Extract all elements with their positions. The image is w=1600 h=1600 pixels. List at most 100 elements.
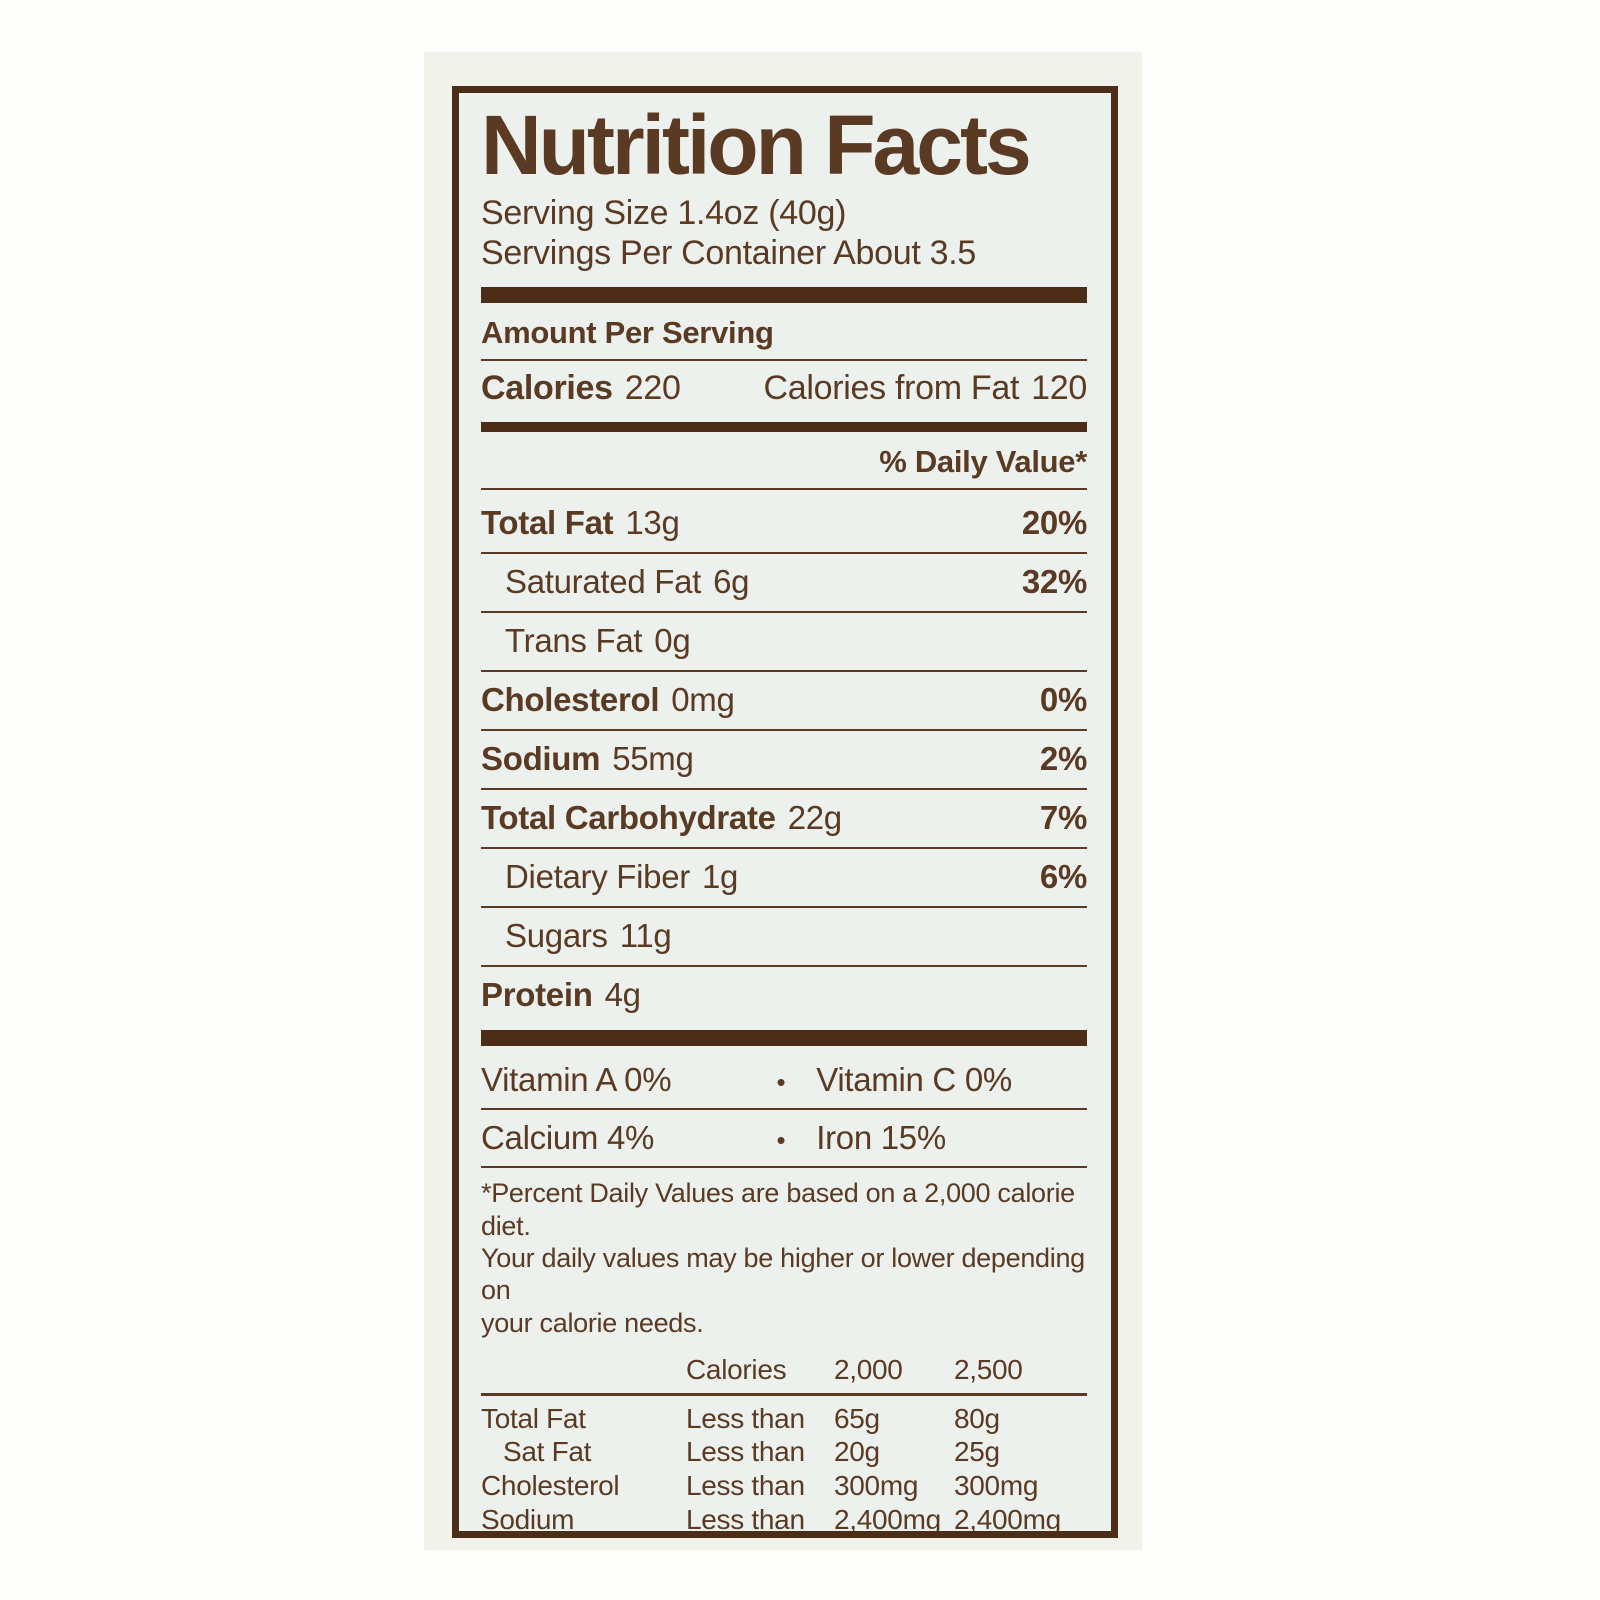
dv-row-2000: 2,400mg <box>834 1503 941 1535</box>
nutrient-name: Protein <box>481 976 593 1014</box>
servings-per-container: Servings Per Container About 3.5 <box>481 234 977 273</box>
dv-row-name: Total Carbohydrate <box>481 1536 686 1538</box>
vitamin-left: Vitamin A 0% <box>481 1061 672 1099</box>
nutrient-row: Saturated Fat 6g 32% <box>481 552 1087 611</box>
vitamin-row: Vitamin A 0% • Vitamin C 0% <box>481 1052 1087 1108</box>
nutrient-row: Dietary Fiber 1g 6% <box>481 847 1087 906</box>
calories-from-fat-label: Calories from Fat <box>763 369 1020 408</box>
nutrient-name: Dietary Fiber <box>505 858 690 896</box>
dv-row-name: Sodium <box>481 1503 575 1535</box>
nutrient-amount: 4g <box>604 976 641 1014</box>
nutrient-row: Trans Fat 0g <box>481 611 1087 670</box>
dv-row-2000: 300g <box>834 1536 954 1538</box>
serving-size: Serving Size 1.4oz (40g) <box>481 194 847 232</box>
dv-row-name: Sat Fat <box>503 1436 592 1468</box>
vitamin-right: Vitamin C 0% <box>816 1061 1012 1099</box>
nutrient-name: Sugars <box>505 917 608 955</box>
nutrient-amount: 13g <box>625 504 680 542</box>
table-header-calories: Calories <box>686 1354 787 1386</box>
nutrient-amount: 1g <box>701 858 739 896</box>
separator-bar-thick-top <box>481 287 1087 304</box>
nutrient-name: Total Carbohydrate <box>481 799 776 837</box>
daily-value-footnote: *Percent Daily Values are based on a 2,0… <box>481 1168 1087 1339</box>
nutrient-name: Saturated Fat <box>505 563 702 601</box>
dv-row-2500: 300mg <box>954 1469 1039 1501</box>
nutrient-amount: 0mg <box>671 681 735 719</box>
nutrient-name-amount: Total Carbohydrate 22g <box>481 799 842 837</box>
daily-values-table-header: Calories 2,000 2,500 <box>481 1353 1087 1396</box>
dv-row-name: Cholesterol <box>481 1469 620 1501</box>
nutrient-name-amount: Cholesterol 0mg <box>481 681 735 719</box>
dv-row-2500: 25g <box>954 1436 1000 1468</box>
daily-values-table-row: Total Carbohydrate 300g375g <box>481 1536 1087 1538</box>
dv-row-2000: 20g <box>834 1436 880 1468</box>
nutrient-name-amount: Protein 4g <box>481 976 641 1014</box>
table-header-2500: 2,500 <box>954 1354 1023 1386</box>
footnote-line: Your daily values may be higher or lower… <box>481 1243 1085 1306</box>
daily-values-table-row: Cholesterol Less than 300mg 300mg <box>481 1469 1087 1503</box>
nutrient-daily-value: 2% <box>1039 740 1087 778</box>
dv-row-condition: Less than <box>686 1503 805 1535</box>
nutrient-name-amount: Dietary Fiber 1g <box>481 858 738 896</box>
footnote-line: *Percent Daily Values are based on a 2,0… <box>481 1178 1075 1241</box>
amount-per-serving-heading: Amount Per Serving <box>481 309 1087 362</box>
calories-row: Calories 220 Calories from Fat 120 <box>481 361 1087 418</box>
nutrient-amount: 11g <box>619 917 672 955</box>
nutrient-name-amount: Total Fat 13g <box>481 504 680 542</box>
nutrient-name-amount: Trans Fat 0g <box>481 622 691 660</box>
serving-info: Serving Size 1.4oz (40g) Servings Per Co… <box>481 193 1087 273</box>
dv-row-condition: Less than <box>686 1436 805 1468</box>
calories: Calories 220 <box>481 369 681 408</box>
dv-row-2000: 300mg <box>834 1469 919 1501</box>
nutrient-name-amount: Saturated Fat 6g <box>481 563 749 601</box>
daily-values-table-row: Total Fat Less than 65g 80g <box>481 1402 1087 1436</box>
nutrient-daily-value: 0% <box>1039 681 1087 719</box>
vitamin-right: Iron 15% <box>816 1119 946 1157</box>
nutrient-name-amount: Sugars 11g <box>481 917 672 955</box>
dv-row-2500: 2,400mg <box>954 1503 1061 1535</box>
calories-label: Calories <box>481 369 613 408</box>
vitamin-left: Calcium 4% <box>481 1119 655 1157</box>
percent-daily-value-heading: % Daily Value* <box>481 436 1087 491</box>
nutrient-row: Sodium 55mg 2% <box>481 729 1087 788</box>
nutrient-row: Protein 4g <box>481 965 1087 1024</box>
nutrient-daily-value: 32% <box>1021 563 1087 601</box>
footnote-line: your calorie needs. <box>481 1307 704 1338</box>
nutrient-daily-value: 20% <box>1021 504 1087 542</box>
calories-value: 220 <box>624 369 681 408</box>
nutrient-amount: 0g <box>654 622 691 660</box>
dv-row-2000: 65g <box>834 1402 880 1434</box>
nutrient-row: Sugars 11g <box>481 906 1087 965</box>
nutrient-amount: 6g <box>713 563 750 601</box>
nutrition-facts-label: Nutrition Facts Serving Size 1.4oz (40g)… <box>452 86 1118 1538</box>
nutrient-row: Total Fat 13g 20% <box>481 495 1087 552</box>
separator-bar-medium <box>481 422 1087 433</box>
bullet-separator: • <box>776 1125 786 1156</box>
nutrient-name-amount: Sodium 55mg <box>481 740 694 778</box>
daily-values-table-row: Sat Fat Less than 20g 25g <box>481 1435 1087 1469</box>
nutrient-amount: 55mg <box>612 740 694 778</box>
nutrient-amount: 22g <box>787 799 842 837</box>
dv-row-condition: Less than <box>686 1402 805 1434</box>
daily-values-table: Calories 2,000 2,500 Total Fat Less than 6… <box>481 1353 1087 1538</box>
dv-row-2500: 375g <box>954 1536 1087 1538</box>
table-header-2000: 2,000 <box>834 1354 903 1386</box>
nutrient-rows: Total Fat 13g 20% Saturated Fat 6g 32% Trans F… <box>481 495 1087 1024</box>
vitamin-row: Calcium 4% • Iron 15% <box>481 1108 1087 1166</box>
nutrient-name: Total Fat <box>481 504 614 542</box>
dv-row-condition <box>686 1536 834 1538</box>
daily-values-table-row: Sodium Less than 2,400mg 2,400mg <box>481 1503 1087 1535</box>
separator-bar-thick-bottom <box>481 1030 1087 1047</box>
label-title: Nutrition Facts <box>481 98 1032 192</box>
dv-row-name: Total Fat <box>481 1402 586 1434</box>
nutrient-name: Trans Fat <box>505 622 643 660</box>
nutrient-name: Cholesterol <box>481 681 660 719</box>
calories-from-fat-value: 120 <box>1031 369 1087 408</box>
nutrient-row: Total Carbohydrate 22g 7% <box>481 788 1087 847</box>
dv-row-2500: 80g <box>954 1402 1000 1434</box>
nutrient-daily-value: 6% <box>1039 858 1087 896</box>
bullet-separator: • <box>776 1067 786 1098</box>
nutrient-name: Sodium <box>481 740 601 778</box>
daily-values-table-body: Total Fat Less than 65g 80g Sat Fat Less than… <box>481 1402 1087 1538</box>
